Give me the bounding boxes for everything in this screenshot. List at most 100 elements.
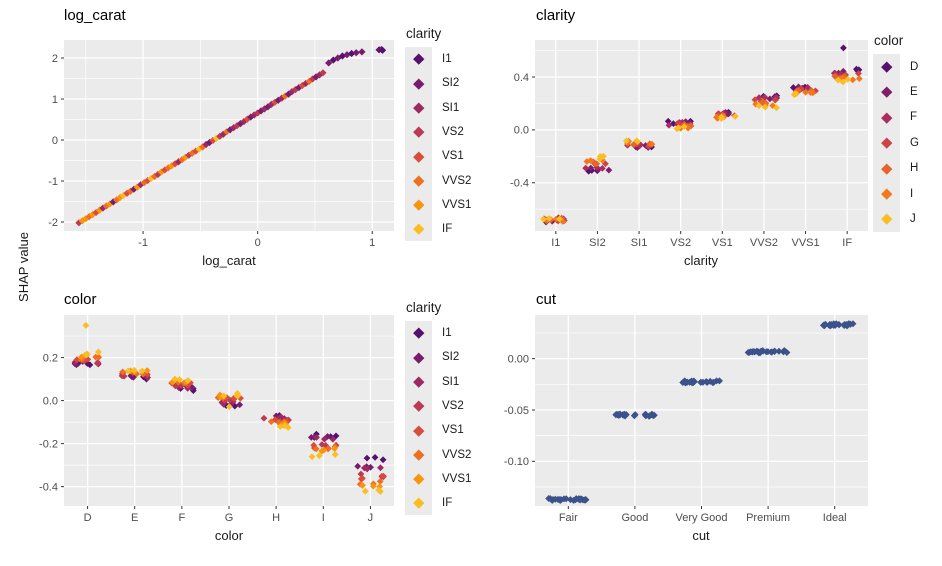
legend-key [405,168,432,193]
data-point [599,152,607,160]
data-point [540,215,547,223]
data-point [598,165,606,172]
data-point [849,76,857,84]
data-point [761,103,769,111]
data-point [802,88,810,96]
data-point [240,117,248,126]
data-point [630,412,638,420]
data-point [766,95,774,103]
legend-item-label: VS1 [442,150,464,163]
data-point [318,441,326,448]
x-tick-label: IF [842,237,852,249]
y-tick-label: -0.4 [39,481,58,493]
legend-key [405,442,432,467]
y-tick-label: -0.2 [39,438,58,450]
data-point [605,166,613,174]
x-tick-label: D [84,512,92,524]
data-point [291,85,300,94]
data-point [82,321,90,329]
legend-key [405,119,432,145]
legend-key [405,47,432,72]
data-point [832,320,840,328]
legend-title: clarity [406,300,442,315]
x-axis-title-cut: cut [692,528,710,543]
data-point [546,495,554,503]
legend-item: VS1 [405,144,471,169]
data-point [312,73,320,81]
data-point [271,98,279,106]
diamond-icon [881,188,892,199]
x-tick-label: VS2 [670,237,691,249]
data-point [630,141,637,149]
data-point [649,412,657,420]
legend-key [405,95,432,120]
data-point [581,496,589,504]
plot-title-log-carat: log_carat [64,7,126,24]
data-point [334,54,342,62]
data-point [680,123,688,131]
data-point [171,375,179,383]
data-point [556,215,563,223]
legend-items: I1 SI2 SI1 VS2 VS1 VVS2 VVS1 IF [405,321,472,516]
data-point [379,456,387,464]
legend-title: color [874,33,904,48]
data-point [260,414,268,422]
legend-key [405,71,432,96]
y-tick-label: -0.4 [510,178,529,190]
x-tick-label: G [225,512,234,524]
legend-item-label: VVS1 [442,472,472,485]
x-tick-label: 0 [255,237,261,249]
y-axis-title-shared: SHAP value [16,232,31,302]
legend-item-label: VS2 [442,400,464,413]
y-tick-label: 0.4 [514,72,529,84]
data-point [78,353,85,361]
data-point [378,46,387,54]
legend-item: VS1 [405,418,471,443]
axes: 0.00 -0.05 -0.10 Fair Good Very Good Premium Id… [504,353,847,524]
data-point [130,373,137,381]
data-point [583,158,591,165]
y-tick-label: -1 [48,176,58,188]
data-point [791,90,799,98]
data-point [855,75,863,82]
data-point [95,353,103,361]
diamond-icon [413,102,424,114]
legend-key [405,369,432,394]
legend-item-label: I1 [442,327,452,340]
legend-item-label: VS1 [442,424,464,437]
data-point [359,482,366,489]
panel-clarity: 0.4 0.0 -0.4 I1 SI2 SI1 VS2 VS1 VVS2 VVS1 IF [510,40,868,249]
legend-item-label: VVS1 [442,198,472,211]
data-point [357,475,365,483]
points-cut [545,320,857,504]
legend-item: G [873,130,919,156]
data-point [855,70,862,77]
panel-color: 0.2 0.0 -0.2 -0.4 D E F G H I J [39,315,394,524]
legend-item: VVS2 [405,168,471,193]
data-point [591,159,599,167]
diamond-icon [413,425,424,436]
x-tick-label: 1 [369,237,375,249]
data-point [124,367,132,375]
data-point [582,164,590,172]
x-tick-label: Good [621,512,648,524]
y-tick-label: 0 [52,135,58,147]
data-point [133,370,141,378]
legend-item-label: H [910,162,919,175]
data-point [574,495,582,503]
legend-item: D [873,54,919,80]
data-point [545,215,553,222]
data-point [376,477,384,485]
legend-key [873,180,900,207]
data-point [313,433,320,441]
x-axis-title-log-carat: log_carat [202,253,256,268]
data-point [751,96,759,104]
data-point [220,392,228,400]
data-point [560,495,568,503]
data-point [371,453,379,461]
data-point [331,445,338,452]
data-point [93,359,101,367]
data-point [307,433,315,441]
legend-item: SI1 [405,95,471,120]
gridlines [64,40,394,231]
